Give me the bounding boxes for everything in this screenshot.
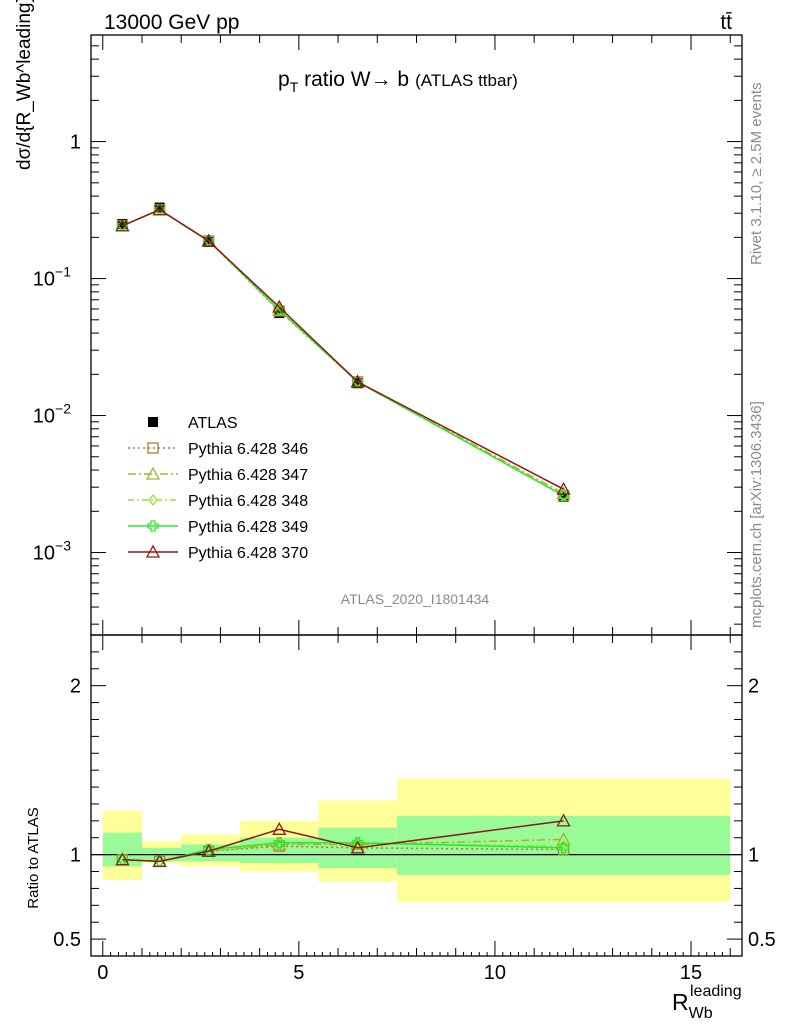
point-s370-3: [272, 299, 287, 313]
top-series-group: [115, 202, 571, 502]
y-tick-base: 10: [33, 406, 55, 428]
point-atlas-5: [558, 491, 569, 502]
title-p: p: [278, 68, 290, 91]
y-tick-label-3: 10−3: [33, 538, 71, 565]
y-tick-exp: −3: [55, 538, 71, 554]
y-tick-label-1: 10−1: [33, 264, 71, 291]
legend-label-s370: Pythia 6.428 370: [188, 545, 308, 562]
energy-label: 13000 GeV pp: [104, 11, 239, 34]
point-s346-3: [273, 840, 285, 852]
point-s370-4: [350, 840, 365, 854]
title-sub: T: [290, 79, 299, 95]
y-tick-base: 10: [33, 269, 55, 291]
axis-ticks: 110−110−210−30.5 0.51 12 20 5 10 15: [33, 34, 776, 984]
point-s370-0: [115, 852, 130, 866]
point-s349-5: [557, 842, 570, 854]
legend-label-s349: Pythia 6.428 349: [188, 519, 308, 536]
point-atlas-0: [117, 219, 128, 230]
legend-marker-s349: [147, 520, 159, 532]
legend-marker-s348: [148, 493, 158, 507]
series-line-s370: [122, 208, 564, 490]
legend-label-atlas: ATLAS: [188, 415, 238, 432]
band-inner-0: [102, 832, 142, 867]
ratio-series-group: [115, 813, 571, 868]
legend-marker-atlas: [148, 417, 158, 427]
legend-label-s347: Pythia 6.428 347: [188, 467, 308, 484]
point-s370-1: [152, 854, 167, 868]
point-s370-4: [350, 374, 365, 388]
y-tick-exp: −2: [55, 401, 71, 417]
chart-title: pT ratio W→ b (ATLAS ttbar): [278, 68, 518, 95]
legend-marker-s370: [145, 544, 161, 558]
title-arrow: →: [371, 68, 392, 91]
legend-marker-s346: [147, 442, 159, 454]
point-s347-5: [556, 832, 571, 846]
y-tick-label-0: 1: [70, 132, 81, 154]
point-s347-5: [556, 486, 571, 500]
title-b: b: [392, 68, 410, 91]
series-s370: [115, 202, 571, 495]
point-s370-1: [152, 202, 167, 216]
point-s348-5: [558, 840, 569, 853]
analysis-watermark: ATLAS_2020_I1801434: [341, 591, 490, 607]
y-tick-label-2: 10−2: [33, 401, 71, 428]
y-axis-label-text: dσ/d{R_Wb^leading} / σ: [14, 0, 35, 170]
ratio-tick-label-right-0: 0.5: [748, 929, 776, 951]
ratio-tick-label-right-1: 1: [748, 845, 759, 867]
point-atlas-3: [274, 308, 285, 319]
point-s370-0: [115, 218, 130, 232]
band-inner-3: [240, 837, 319, 864]
legend: ATLAS Pythia 6.428 346 Pythia 6.428 347 Pyt…: [128, 415, 308, 562]
point-s370-5: [556, 813, 571, 827]
x-tick-label-1: 5: [293, 962, 304, 984]
point-atlas-1: [154, 202, 165, 213]
series-s370-ratio: [115, 813, 571, 868]
series-line-s370: [122, 820, 564, 863]
ratio-tick-label-left-1: 1: [70, 845, 81, 867]
x-axis-label-sup: leading: [690, 983, 742, 1000]
x-tick-label-0: 0: [97, 962, 108, 984]
ratio-axis-label: Ratio to ATLAS: [25, 807, 42, 908]
ratio-tick-label-right-2: 2: [748, 676, 759, 698]
x-tick-label-2: 10: [484, 962, 506, 984]
y-tick-base: 10: [33, 543, 55, 565]
ratio-tick-label-left-2: 2: [70, 676, 81, 698]
mcplots-label: mcplots.cern.ch [arXiv:1306.3436]: [748, 401, 765, 628]
x-axis-label-main: R: [672, 989, 689, 1015]
y-axis-label: dσ/d{R_Wb^leading} / σ: [14, 0, 35, 170]
point-atlas-4: [352, 378, 363, 389]
process-label: tt̄: [720, 11, 732, 34]
point-s370-5: [556, 481, 571, 495]
title-tag: (ATLAS ttbar): [415, 71, 518, 90]
x-axis-label: RWb: [672, 989, 713, 1022]
legend-marker-s347: [145, 466, 161, 480]
x-tick-label-3: 15: [680, 962, 702, 984]
ratio-tick-label-left-0: 0.5: [53, 929, 81, 951]
series-s347: [115, 202, 571, 500]
y-tick-exp: −1: [55, 264, 71, 280]
point-s370-3: [272, 821, 287, 835]
point-s349-3: [273, 837, 285, 849]
rivet-label: Rivet 3.1.10, ≥ 2.5M events: [748, 83, 765, 266]
title-rest: ratio W: [298, 68, 371, 91]
point-s370-2: [201, 233, 216, 247]
x-axis-label-sub: Wb: [689, 1005, 713, 1022]
legend-label-s348: Pythia 6.428 348: [188, 493, 308, 510]
legend-label-s346: Pythia 6.428 346: [188, 441, 308, 458]
point-s370-2: [201, 843, 216, 857]
